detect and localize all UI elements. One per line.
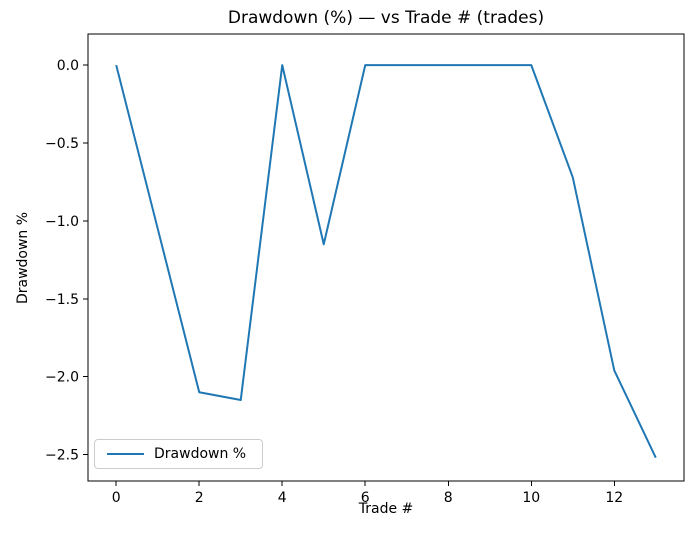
legend-label: Drawdown % [154,446,247,462]
x-tick-label: 6 [361,490,370,506]
axes-frame [87,33,685,482]
x-tick-label: 12 [605,490,623,506]
x-tick-label: 4 [278,490,287,506]
y-tick-label: −1.0 [45,214,79,230]
y-tick-label: −2.5 [45,448,79,464]
y-tick-label: −0.5 [45,136,79,152]
x-tick-label: 0 [112,490,121,506]
legend: Drawdown % [94,439,264,469]
y-tick-label: 0.0 [57,58,79,74]
chart-title: Drawdown (%) — vs Trade # (trades) [227,8,545,28]
x-tick-label: 10 [522,490,540,506]
drawdown-line [115,64,657,459]
legend-line-sample [107,453,144,455]
x-tick-label: 2 [195,490,204,506]
y-tick-label: −1.5 [45,292,79,308]
y-axis-label: Drawdown % [15,211,31,305]
x-axis-label: Trade # [358,501,414,517]
x-tick-label: 8 [444,490,453,506]
y-tick-label: −2.0 [45,370,79,386]
